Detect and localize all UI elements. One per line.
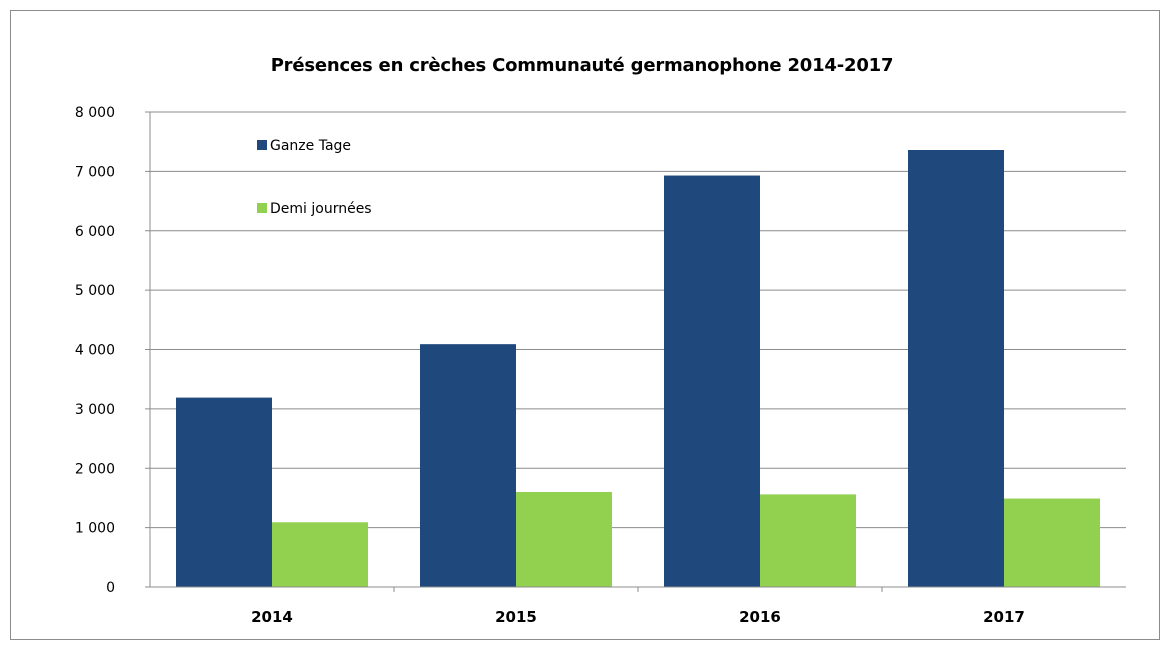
x-tick-label: 2014 bbox=[251, 608, 293, 626]
bars bbox=[176, 150, 1100, 587]
legend-swatch bbox=[257, 203, 267, 213]
bar-ganze-tage-2017 bbox=[908, 150, 1004, 587]
x-tick-label: 2017 bbox=[983, 608, 1025, 626]
y-tick-label: 8 000 bbox=[75, 105, 115, 121]
legend-swatch bbox=[257, 140, 267, 150]
y-tick-label: 5 000 bbox=[75, 283, 115, 299]
x-tick-label: 2015 bbox=[495, 608, 537, 626]
y-tick-label: 0 bbox=[106, 580, 115, 596]
x-tick-label: 2016 bbox=[739, 608, 781, 626]
chart-title: Présences en crèches Communauté germanop… bbox=[270, 55, 894, 76]
y-tick-label: 7 000 bbox=[75, 164, 115, 180]
bar-demi-journees-2016 bbox=[760, 494, 856, 587]
bar-ganze-tage-2015 bbox=[420, 344, 516, 587]
legend-label: Demi journées bbox=[270, 201, 372, 217]
legend: Ganze Tage Demi journées bbox=[257, 138, 372, 217]
bar-demi-journees-2014 bbox=[272, 522, 368, 587]
y-tick-label: 2 000 bbox=[75, 461, 115, 477]
x-axis: 2014 2015 2016 2017 bbox=[150, 586, 1126, 626]
y-tick-label: 6 000 bbox=[75, 224, 115, 240]
legend-label: Ganze Tage bbox=[270, 138, 351, 154]
y-tick-label: 1 000 bbox=[75, 521, 115, 537]
y-tick-label: 3 000 bbox=[75, 402, 115, 418]
y-axis: 0 1 000 2 000 3 000 4 000 5 000 6 000 7 000 8 00… bbox=[75, 105, 151, 596]
bar-ganze-tage-2016 bbox=[664, 175, 760, 587]
bar-demi-journees-2015 bbox=[516, 492, 612, 587]
bar-ganze-tage-2014 bbox=[176, 397, 272, 587]
bar-demi-journees-2017 bbox=[1004, 498, 1100, 587]
y-tick-label: 4 000 bbox=[75, 343, 115, 359]
